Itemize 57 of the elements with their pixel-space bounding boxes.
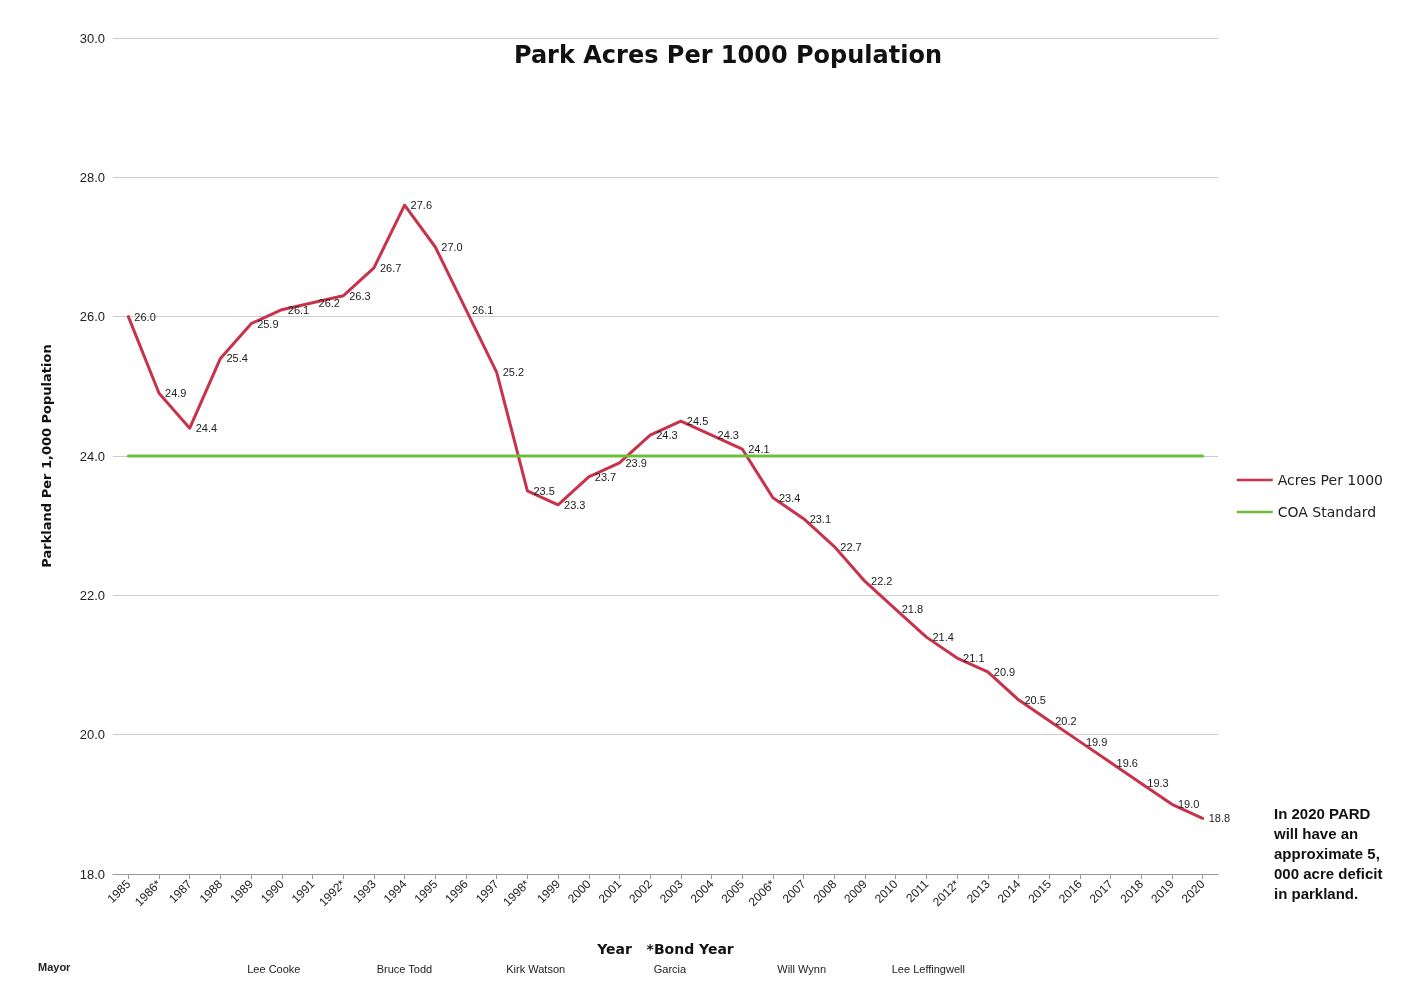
data-label: 24.4 — [195, 422, 218, 435]
data-label: 24.5 — [686, 415, 709, 428]
data-label: 26.1 — [287, 303, 310, 316]
data-label: 19.6 — [1116, 756, 1138, 769]
data-label: 27.0 — [441, 241, 463, 253]
data-label: 27.6 — [410, 199, 433, 212]
x-axis-title: Year *Bond Year — [596, 941, 734, 957]
data-label: 23.4 — [778, 491, 801, 504]
text: Will Wynn — [777, 962, 827, 975]
data-label: 23.1 — [809, 512, 832, 525]
text: Kirk Watson — [506, 962, 566, 975]
data-label: 23.5 — [533, 484, 555, 497]
text: Lee Leffingwell — [891, 962, 965, 975]
y-axis-title: Parkland Per 1,000 Population — [39, 344, 54, 568]
data-label: 20.2 — [1055, 714, 1077, 727]
data-label: 24.3 — [656, 429, 678, 442]
y-tick-label: 26.0 — [79, 309, 105, 325]
legend-label: COA Standard — [1277, 504, 1377, 520]
data-label: 18.8 — [1208, 812, 1231, 825]
text: In 2020 PARD will have an approximate 5,000 acre deficit in parkland. — [1273, 804, 1387, 902]
data-label: 26.1 — [471, 303, 494, 316]
text: Bruce Todd — [376, 962, 433, 975]
data-label: 21.4 — [932, 631, 954, 644]
data-label: 23.7 — [594, 470, 617, 483]
data-label: 24.9 — [165, 387, 187, 400]
y-tick-label: 22.0 — [79, 587, 105, 603]
data-label: 20.9 — [993, 665, 1016, 678]
data-label: 21.8 — [901, 603, 924, 616]
data-label: 22.2 — [871, 575, 893, 588]
data-label: 25.2 — [502, 366, 525, 379]
data-label: 26.0 — [134, 310, 156, 323]
data-label: 25.4 — [226, 352, 248, 365]
data-label: 20.5 — [1024, 693, 1046, 706]
data-label: 25.9 — [257, 317, 279, 330]
legend-label: Acres Per 1000 — [1277, 472, 1384, 488]
text: Lee Cooke — [247, 962, 301, 975]
y-tick-label: 24.0 — [79, 448, 105, 464]
data-label: 19.9 — [1085, 735, 1108, 748]
y-tick-label: 30.0 — [79, 30, 105, 46]
data-label: 24.1 — [748, 443, 770, 456]
data-label: 26.7 — [379, 261, 402, 274]
data-label: 19.0 — [1177, 798, 1200, 811]
data-label: 21.1 — [963, 652, 985, 665]
data-label: 26.2 — [318, 296, 340, 309]
line-series — [126, 203, 1205, 820]
data-label: 22.7 — [840, 540, 862, 553]
y-tick-label: 28.0 — [79, 169, 105, 185]
data-label: 26.3 — [349, 289, 371, 302]
data-label: 23.9 — [625, 456, 647, 469]
data-label: 19.3 — [1147, 777, 1169, 790]
chart-title: Park Acres Per 1000 Population — [513, 41, 943, 69]
text: Mayor — [38, 960, 72, 973]
y-tick-label: 20.0 — [79, 727, 105, 743]
y-tick-label: 18.0 — [79, 866, 105, 882]
text: Garcia — [653, 962, 688, 975]
data-label: 23.3 — [564, 498, 586, 511]
data-label: 24.3 — [717, 429, 739, 442]
